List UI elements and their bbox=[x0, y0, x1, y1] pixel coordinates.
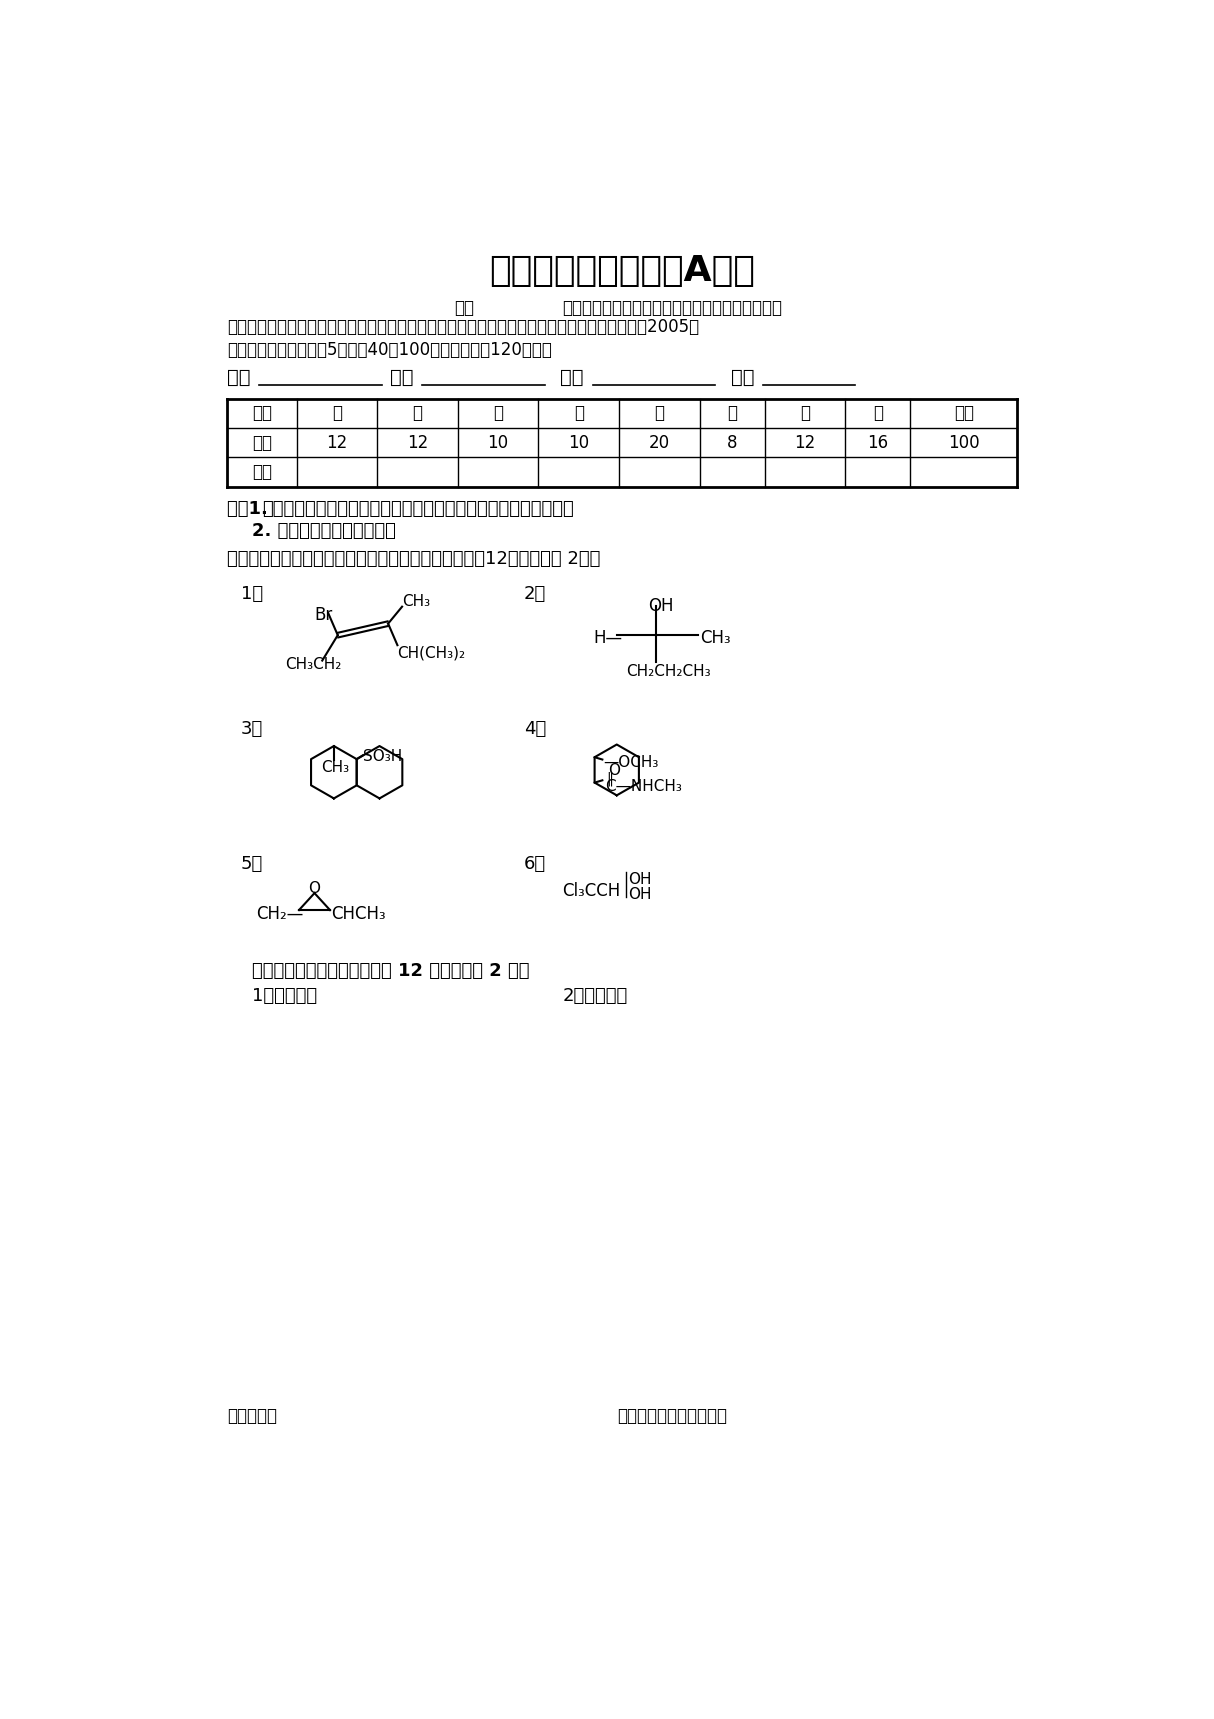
Text: OH: OH bbox=[629, 887, 652, 902]
Text: 10: 10 bbox=[568, 433, 589, 452]
Text: 五: 五 bbox=[654, 404, 664, 423]
Text: 12: 12 bbox=[327, 433, 347, 452]
Text: OH: OH bbox=[648, 596, 674, 615]
Text: 12: 12 bbox=[407, 433, 429, 452]
Text: 题号: 题号 bbox=[251, 404, 272, 423]
Text: O: O bbox=[308, 880, 320, 896]
Text: CH(CH₃)₂: CH(CH₃)₂ bbox=[397, 645, 465, 660]
Text: 8: 8 bbox=[727, 433, 737, 452]
Text: CH₃: CH₃ bbox=[699, 629, 731, 646]
Text: CH₂—: CH₂— bbox=[256, 904, 304, 923]
Text: Br: Br bbox=[314, 605, 333, 624]
Text: 2、乙酸苄酵: 2、乙酸苄酵 bbox=[562, 987, 628, 1006]
Text: 5、: 5、 bbox=[240, 854, 263, 873]
Text: 写出下列化合物的结构式（共 12 分，每小题 2 分）: 写出下列化合物的结构式（共 12 分，每小题 2 分） bbox=[253, 963, 531, 980]
Text: 《有机化学》试题（A卷）: 《有机化学》试题（A卷） bbox=[489, 254, 755, 289]
Text: —OCH₃: —OCH₃ bbox=[603, 755, 658, 770]
Text: 注：1.: 注：1. bbox=[227, 500, 274, 519]
Text: CH₂CH₂CH₃: CH₂CH₂CH₃ bbox=[626, 664, 710, 679]
Text: ‖: ‖ bbox=[606, 772, 613, 786]
Text: Cl₃CCH: Cl₃CCH bbox=[562, 882, 620, 899]
Text: 年级: 年级 bbox=[390, 368, 413, 387]
Text: 六: 六 bbox=[727, 404, 737, 423]
Text: O: O bbox=[608, 763, 620, 779]
Text: 专业: 专业 bbox=[227, 368, 250, 387]
Text: 八: 八 bbox=[873, 404, 883, 423]
Text: 100: 100 bbox=[948, 433, 980, 452]
Text: 四: 四 bbox=[574, 404, 584, 423]
Text: 一、给下列化合物命名（有立体异构者须注明构型．共12分，每小题 2分）: 一、给下列化合物命名（有立体异构者须注明构型．共12分，每小题 2分） bbox=[227, 550, 600, 569]
Text: 题分: 题分 bbox=[251, 433, 272, 452]
Text: 6、: 6、 bbox=[523, 854, 546, 873]
Text: 适用专业年级：农学、生技、动检、制药、生医、: 适用专业年级：农学、生技、动检、制药、生医、 bbox=[562, 299, 783, 316]
Text: 任课教师：: 任课教师： bbox=[227, 1408, 277, 1425]
Text: 1、: 1、 bbox=[240, 584, 263, 603]
Text: 20: 20 bbox=[648, 433, 670, 452]
Text: SO₃H: SO₃H bbox=[363, 749, 402, 765]
Text: 本试题一共八大题，共5页，满40分100分。考试时间120分钟。: 本试题一共八大题，共5页，满40分100分。考试时间120分钟。 bbox=[227, 340, 552, 359]
Text: 12: 12 bbox=[794, 433, 816, 452]
Text: 三: 三 bbox=[493, 404, 503, 423]
Text: 闭卷: 闭卷 bbox=[454, 299, 473, 316]
Text: 药物、资环、生态、食工、水保、药学、生工、草学（绿）、动科、动医、农学（烟草）、药培2005级: 药物、资环、生态、食工、水保、药学、生工、草学（绿）、动科、动医、农学（烟草）、… bbox=[227, 318, 699, 335]
Text: 4、: 4、 bbox=[523, 720, 546, 737]
Text: 2. 试卷若有雷同以零分计。: 2. 试卷若有雷同以零分计。 bbox=[227, 523, 396, 540]
Text: 学号: 学号 bbox=[560, 368, 584, 387]
Text: 一: 一 bbox=[331, 404, 342, 423]
Text: H—: H— bbox=[594, 629, 623, 646]
Text: 1、均苯三酚: 1、均苯三酚 bbox=[253, 987, 318, 1006]
Text: 答题前，请准确、清楚地填各项，涂改及模糊不清者、试卷作废。: 答题前，请准确、清楚地填各项，涂改及模糊不清者、试卷作废。 bbox=[262, 500, 573, 519]
Text: CH₃: CH₃ bbox=[322, 760, 350, 775]
Text: 姓名: 姓名 bbox=[731, 368, 754, 387]
Text: CH₃CH₂: CH₃CH₂ bbox=[285, 657, 341, 672]
Text: 得分: 得分 bbox=[251, 462, 272, 481]
Text: 总分: 总分 bbox=[954, 404, 974, 423]
Text: C—NHCH₃: C—NHCH₃ bbox=[605, 779, 681, 794]
Text: 二: 二 bbox=[413, 404, 422, 423]
Text: CHCH₃: CHCH₃ bbox=[331, 904, 386, 923]
Text: 系（教研室）主任签字：: 系（教研室）主任签字： bbox=[617, 1408, 727, 1425]
Text: OH: OH bbox=[629, 872, 652, 887]
Text: 16: 16 bbox=[867, 433, 889, 452]
Text: 10: 10 bbox=[488, 433, 509, 452]
Text: 2、: 2、 bbox=[523, 584, 546, 603]
Text: CH₃: CH₃ bbox=[402, 595, 430, 609]
Text: 3、: 3、 bbox=[240, 720, 263, 737]
Text: 七: 七 bbox=[800, 404, 810, 423]
